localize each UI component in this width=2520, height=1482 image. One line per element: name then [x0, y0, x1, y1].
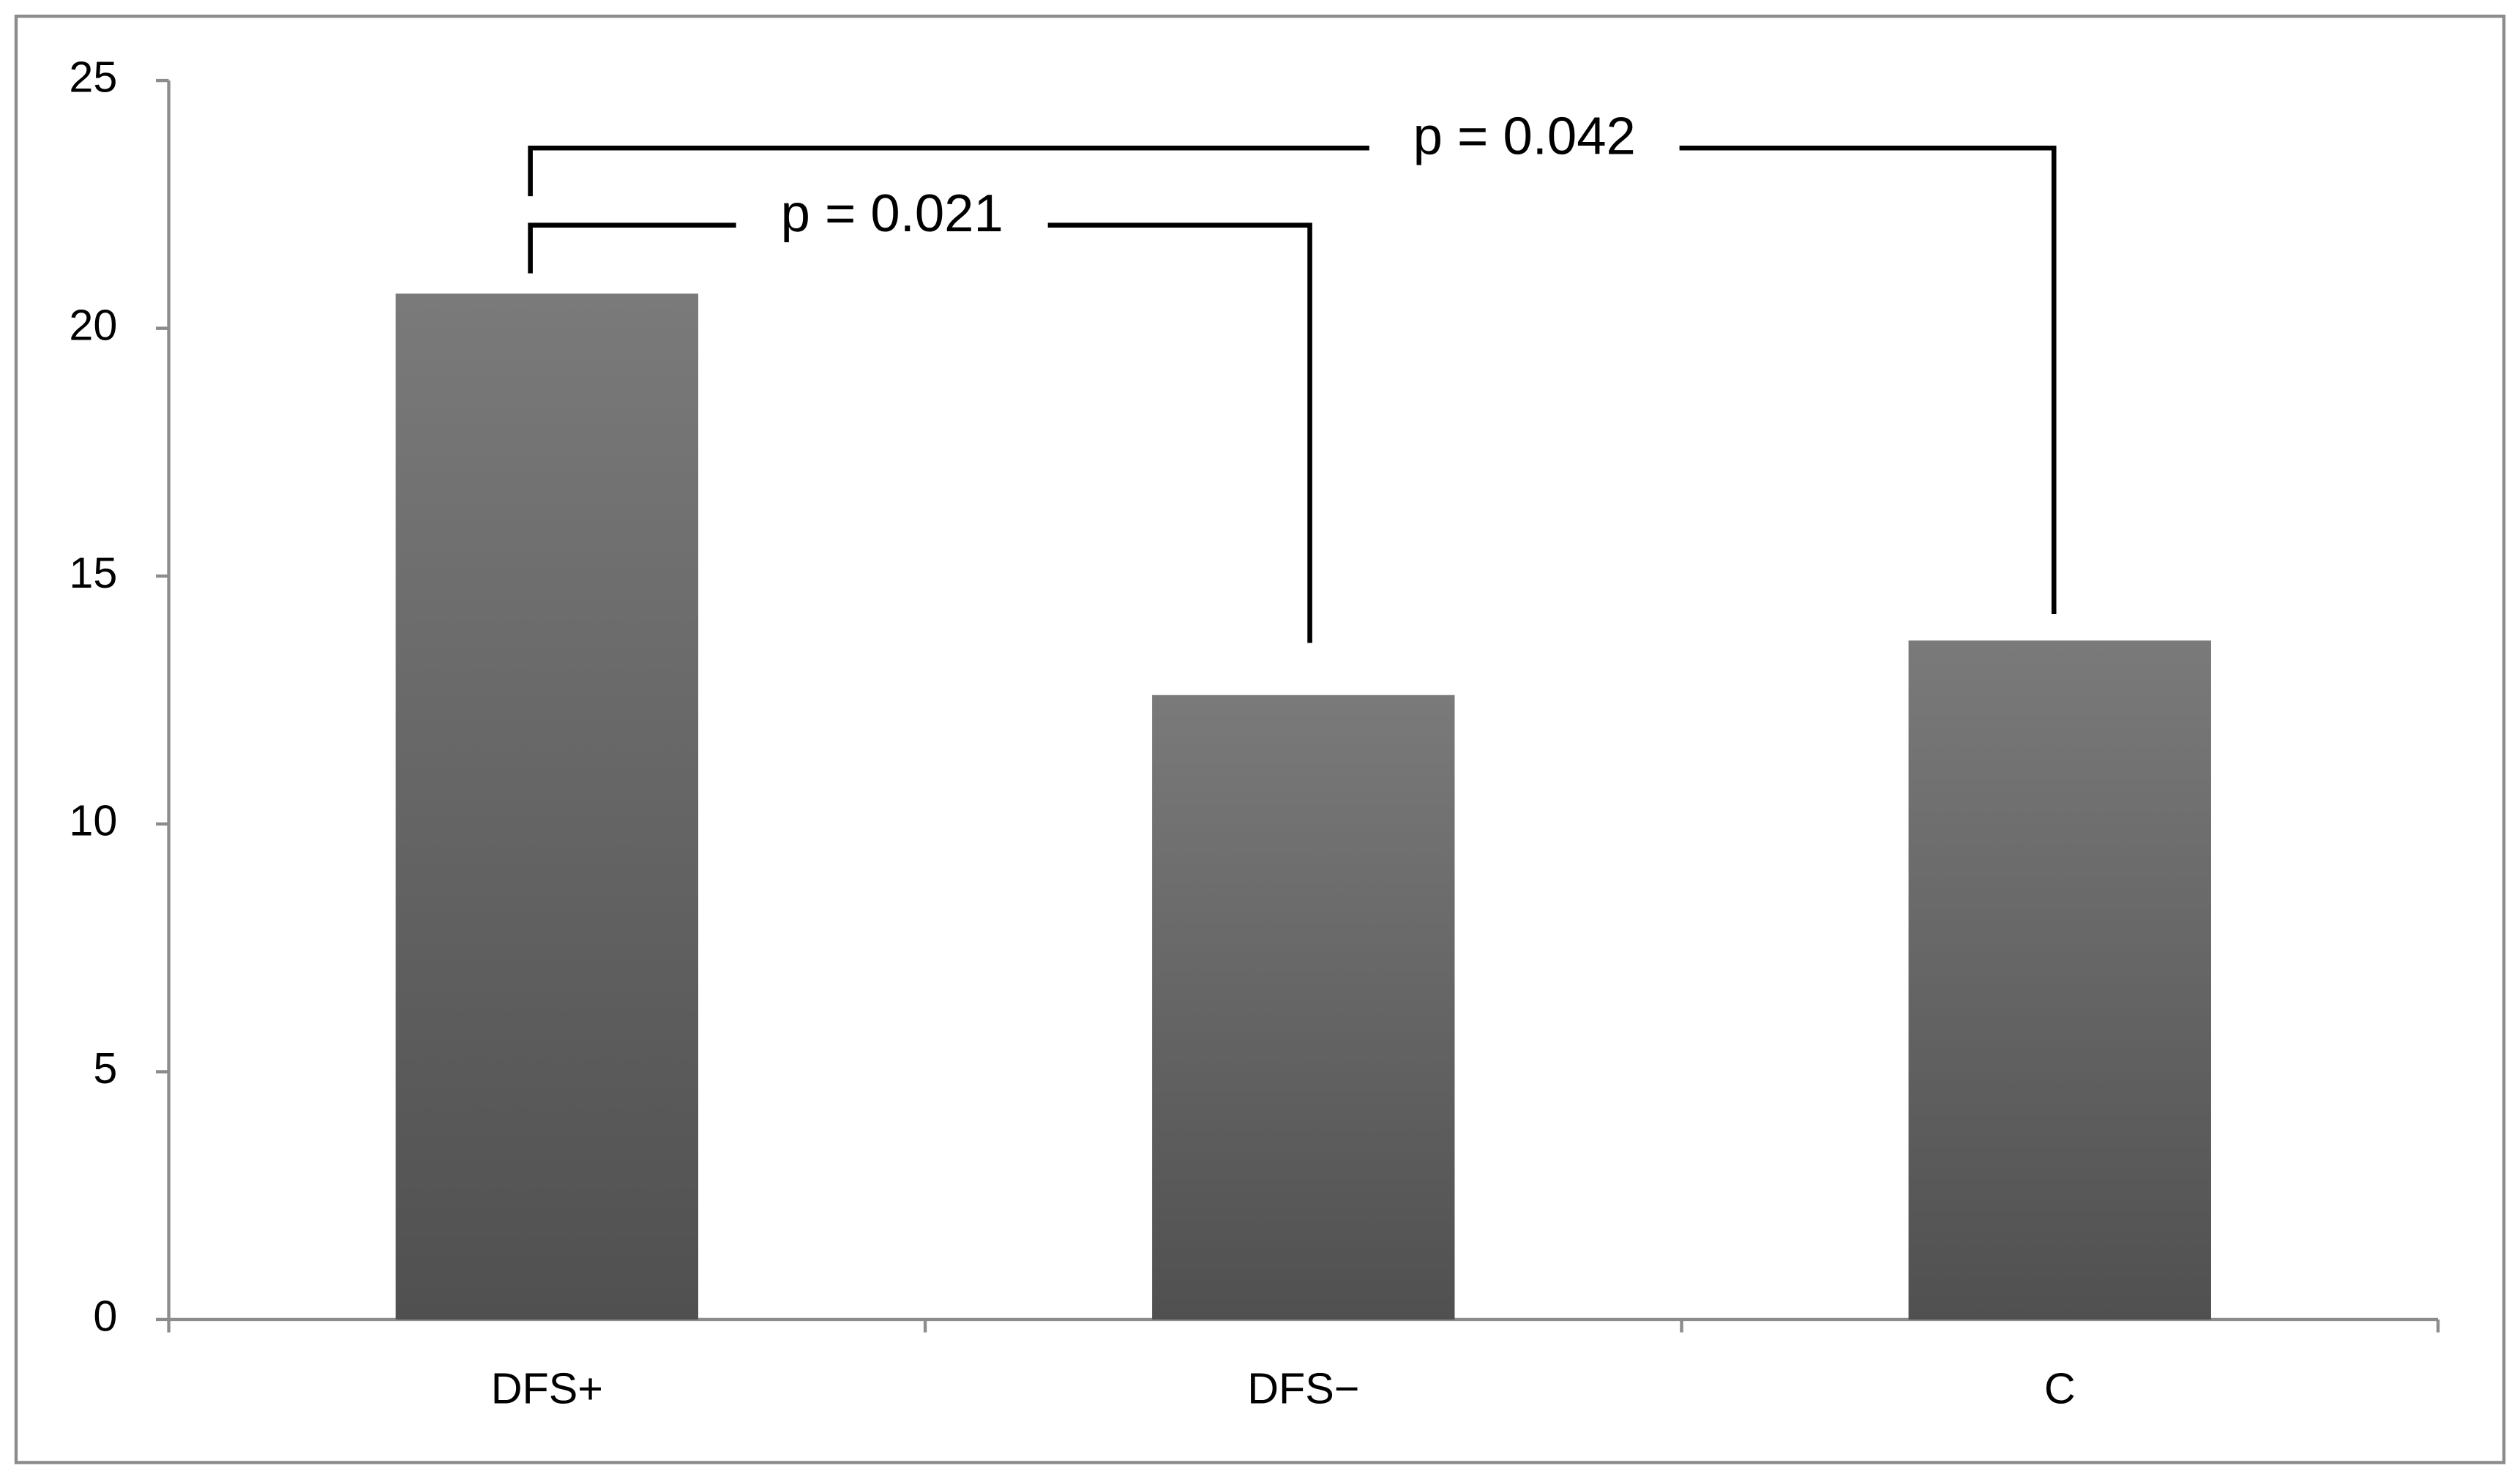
- y-tick-label: 20: [69, 300, 117, 349]
- bar: [1908, 640, 2211, 1320]
- bar: [1152, 695, 1455, 1320]
- annotation: p = 0.042: [1413, 106, 1636, 165]
- x-tick-label: DFS+: [491, 1363, 603, 1412]
- y-tick-label: 5: [93, 1044, 117, 1093]
- significance-bracket: [528, 222, 1312, 643]
- x-tick-label: DFS−: [1247, 1363, 1359, 1412]
- y-tick-label: 10: [69, 796, 117, 845]
- x-tick-label: C: [2044, 1363, 2076, 1412]
- annotation: p = 0.021: [781, 184, 1003, 243]
- y-tick-label: 0: [93, 1292, 117, 1341]
- significance-bracket: [528, 145, 2057, 615]
- y-tick-label: 25: [69, 53, 117, 102]
- y-tick-label: 15: [69, 548, 117, 597]
- bar: [395, 293, 698, 1320]
